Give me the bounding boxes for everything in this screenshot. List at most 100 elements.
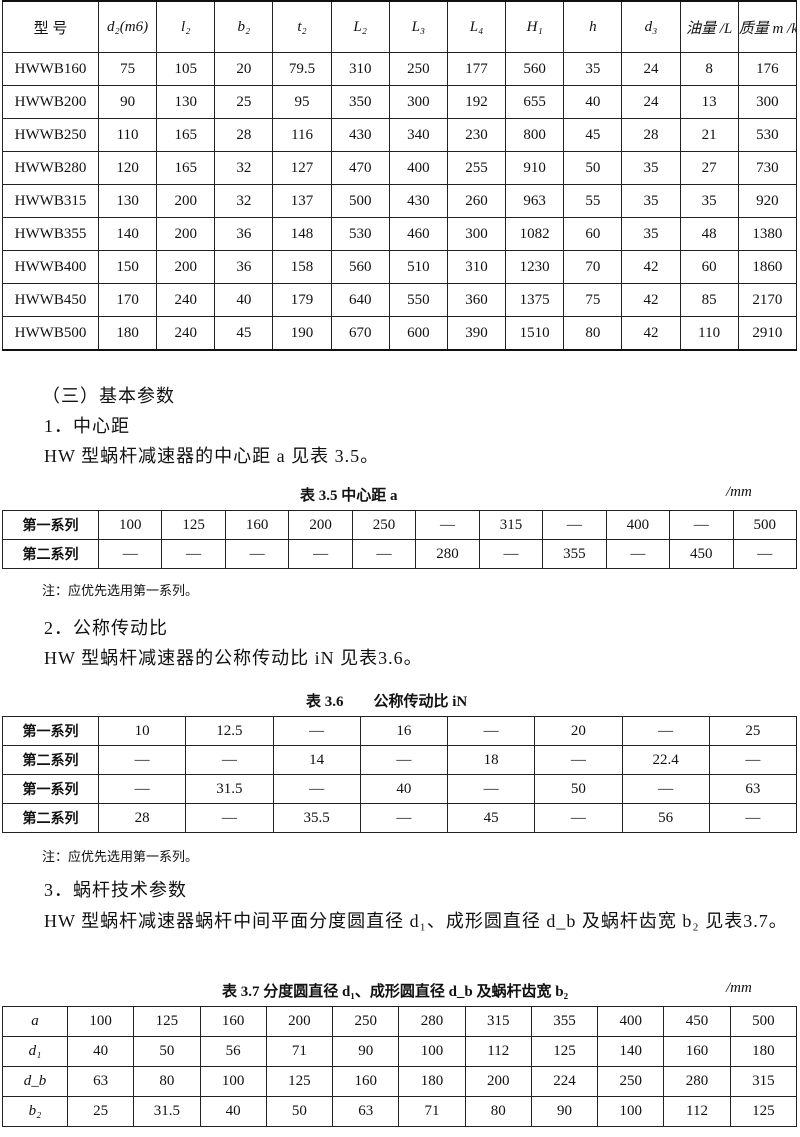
table-row: d_b 63 80 100 125 160 180 200 224 250 280 315 [2,1066,798,1097]
table-cell: 28 [97,803,187,833]
table-cell: 25 [214,85,274,119]
table-cell: 70 [563,250,623,284]
table-cell: 35.5 [272,803,361,833]
table-cell: 200 [265,1006,334,1037]
table-row: 第一系列 —31.5—40—50—63 [2,774,798,804]
table-cell: 48 [679,217,739,251]
table-cell: 963 [505,184,565,218]
table-cell: 310 [330,52,390,86]
note: 注：应优先选用第一系列。 [42,849,199,864]
table-row: 第二系列 — — — — —280—355—450— [2,539,798,569]
row-label: 第二系列 [2,803,99,833]
table-cell: 50 [133,1036,201,1067]
table-caption: 表 3.6 公称传动比 iN [306,694,468,710]
table-cell: 280 [398,1006,466,1037]
table-row: a 100 125 160 200 250 280 315 355 400 450 500 [2,1006,798,1037]
row-label: HWWB500 [2,316,99,351]
table-cell: 170 [97,283,158,317]
table-cell: 165 [156,118,216,152]
table-cell: 28 [621,118,681,152]
table-cell: 1860 [737,250,798,284]
table-caption: 表 3.7 分度圆直径 d₁、成形圆直径 d_b 及蜗杆齿宽 b₂ [222,984,569,1000]
table-cell: 280 [663,1066,731,1097]
table-cell: 45 [563,118,623,152]
table-cell: 40 [199,1096,267,1127]
table-cell: 177 [446,52,507,86]
table-cell: — [605,539,671,569]
table-cell: 130 [156,85,216,119]
table-cell: — [97,774,187,804]
table-cell: 400 [605,510,671,540]
table-cell: — [359,803,449,833]
table-cell: 179 [272,283,332,317]
header-cell: l₂ [156,0,216,53]
ratio-table: 第一系列 10 12.5—16—20—25 第二系列 — —14—18—22.4— 第一系列… [2,716,798,833]
row-label: HWWB280 [2,151,99,185]
table-cell: 21 [679,118,739,152]
table-cell: — [351,539,417,569]
table-cell: 137 [272,184,332,218]
table-cell: 31.5 [133,1096,201,1127]
row-label: 第一系列 [2,716,99,746]
table-row: HWWB500 180 240 45 190 670 600 390 1510 80 42 110 29… [2,316,798,351]
table-cell: 315 [478,510,544,540]
table-cell: 100 [97,510,163,540]
row-label: HWWB450 [2,283,99,317]
table-cell: 1230 [505,250,565,284]
table-cell: 32 [214,151,274,185]
worm-parameter-table: a 100 125 160 200 250 280 315 355 400 450 500 d₁ 40 50… [2,1006,798,1127]
header-cell: L₃ [388,0,448,53]
paragraph: HW 型蜗杆减速器蜗杆中间平面分度圆直径 d₁、成形圆直径 d_b 及蜗杆齿宽 … [44,911,788,931]
subsection-heading: 2．公称传动比 [44,618,168,638]
subsection-heading: 1．中心距 [44,416,130,436]
table-cell: 14 [272,745,361,775]
table-cell: — [272,716,361,746]
table-cell: — [97,745,187,775]
table-cell: 350 [330,85,390,119]
table-cell: 27 [679,151,739,185]
table-cell: 400 [388,151,448,185]
table-cell: 60 [679,250,739,284]
table-cell: — [621,716,710,746]
table-cell: — [272,774,361,804]
table-cell: 16 [359,716,449,746]
table-cell: 8 [679,52,739,86]
table-row: HWWB355 140 200 36 148 530 460 300 1082 60 35 48 138… [2,217,798,251]
table-cell: 100 [398,1036,466,1067]
table-cell: 125 [729,1096,798,1127]
table-cell: 340 [388,118,448,152]
table-cell: 1510 [505,316,565,351]
row-label: a [2,1006,68,1037]
table-cell: 80 [133,1066,201,1097]
table-cell: 20 [214,52,274,86]
table-cell: 100 [199,1066,267,1097]
table-cell: 110 [97,118,158,152]
table-row: 第二系列 28—35.5—45—56— [2,803,798,833]
table-cell: 920 [737,184,798,218]
table-row: d₁ 40 50 56 71 90 100 112 125 140 160 180 [2,1036,798,1067]
table-cell: 360 [446,283,507,317]
table-cell: 35 [621,151,681,185]
header-cell: d₂(m6) [97,0,158,53]
table-cell: 112 [464,1036,532,1067]
table-cell: 2170 [737,283,798,317]
table-cell: 315 [464,1006,532,1037]
table-cell: 63 [332,1096,400,1127]
table-cell: 158 [272,250,332,284]
table-row: HWWB450 170 240 40 179 640 550 360 1375 75 42 85 217… [2,283,798,317]
table-cell: — [359,745,449,775]
table-cell: 190 [272,316,332,351]
table-cell: — [708,803,798,833]
row-label: HWWB200 [2,85,99,119]
row-label: 第二系列 [2,539,99,569]
table-row: HWWB160 75 105 20 79.5 310 250 177 560 35 24 8 176 [2,52,798,86]
table-cell: 200 [156,184,216,218]
table-cell: 300 [446,217,507,251]
table-cell: 355 [530,1006,599,1037]
header-cell: 型 号 [2,0,99,53]
table-cell: — [446,716,536,746]
table-cell: 400 [597,1006,665,1037]
table-cell: 20 [534,716,623,746]
table-cell: 42 [621,316,681,351]
